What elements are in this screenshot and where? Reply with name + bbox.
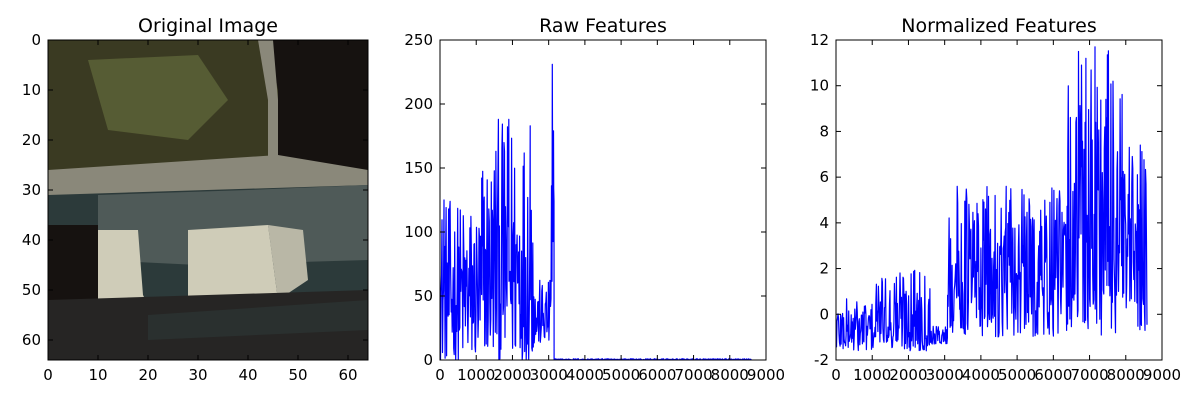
x-tick-label: 4000	[566, 366, 604, 384]
y-tick-label: 10	[22, 81, 41, 99]
x-tick-label: 4000	[962, 366, 1000, 384]
x-tick-label: 5000	[602, 366, 640, 384]
image-light-panel-left	[98, 230, 153, 315]
image-tree-trunk	[258, 40, 278, 160]
y-tick-label: 0	[819, 305, 829, 323]
y-tick-label: 40	[22, 231, 41, 249]
normalized-features-panel: Normalized Features 0 1000200030004000500…	[810, 15, 1181, 384]
y-tick-label: 0	[423, 351, 433, 369]
x-tick-label: 7000	[674, 366, 712, 384]
x-tick-label: 1000	[853, 366, 891, 384]
x-tick-label: 2000	[493, 366, 531, 384]
image-foliage-highlight	[88, 55, 228, 140]
y-axis: 0 10 20 30 40 50 60	[22, 31, 368, 349]
series-line	[836, 46, 1148, 352]
y-tick-label: 4	[819, 214, 829, 232]
x-tick-label: 60	[338, 366, 357, 384]
y-tick-label: 0	[31, 31, 41, 49]
image-light-panel-right	[268, 225, 308, 300]
x-tick-label: 8000	[1107, 366, 1145, 384]
plot-area	[836, 46, 1148, 352]
y-tick-label: 30	[22, 181, 41, 199]
x-tick-label: 0	[43, 366, 53, 384]
x-tick-label: 2000	[889, 366, 927, 384]
y-tick-label: 6	[819, 168, 829, 186]
x-tick-label: 9000	[747, 366, 785, 384]
x-tick-label: 1000	[457, 366, 495, 384]
axes-frame	[47, 39, 369, 361]
y-tick-label: 10	[810, 77, 829, 95]
x-tick-label: 6000	[1034, 366, 1072, 384]
x-axis: 0 10 20 30 40 50 60	[43, 40, 358, 384]
y-tick-label: 200	[404, 95, 433, 113]
series-line	[440, 63, 752, 360]
image-car-roof	[48, 155, 368, 195]
x-tick-label: 30	[188, 366, 207, 384]
axes-frame	[835, 39, 1163, 361]
y-tick-label: 60	[22, 331, 41, 349]
x-tick-label: 3000	[530, 366, 568, 384]
y-tick-label: 100	[404, 223, 433, 241]
x-tick-label: 50	[288, 366, 307, 384]
x-tick-label: 6000	[638, 366, 676, 384]
x-tick-label: 7000	[1070, 366, 1108, 384]
panel-title: Normalized Features	[901, 15, 1096, 37]
image-light-panel-center	[188, 225, 278, 300]
image-bumper	[148, 300, 368, 340]
y-tick-label: 50	[22, 281, 41, 299]
y-tick-label: 50	[414, 287, 433, 305]
x-tick-label: 40	[238, 366, 257, 384]
y-axis: -2 0 2 4 6 8 10 12	[810, 31, 1162, 369]
plot-area	[440, 63, 752, 360]
x-tick-label: 10	[88, 366, 107, 384]
x-tick-label: 9000	[1143, 366, 1181, 384]
y-tick-label: 12	[810, 31, 829, 49]
y-axis: 0 50 100 150 200 250	[404, 31, 766, 369]
raw-features-panel: Raw Features 0 10002000300040005000600070…	[404, 15, 785, 384]
y-tick-label: 2	[819, 260, 829, 278]
original-image-panel: Original Image 0 10 20 30 40 50 60 0 10 20 30 40 50…	[22, 15, 369, 384]
axes-frame	[439, 39, 767, 361]
panel-title: Raw Features	[539, 15, 667, 37]
y-tick-label: -2	[814, 351, 829, 369]
y-tick-label: 150	[404, 159, 433, 177]
x-tick-label: 5000	[998, 366, 1036, 384]
x-tick-label: 20	[138, 366, 157, 384]
y-tick-label: 250	[404, 31, 433, 49]
y-tick-label: 8	[819, 122, 829, 140]
x-tick-label: 3000	[926, 366, 964, 384]
x-tick-label: 8000	[711, 366, 749, 384]
x-tick-label: 0	[831, 366, 841, 384]
x-tick-label: 0	[435, 366, 445, 384]
y-tick-label: 20	[22, 131, 41, 149]
panel-title: Original Image	[138, 15, 278, 37]
image-thumbnail	[48, 40, 368, 360]
